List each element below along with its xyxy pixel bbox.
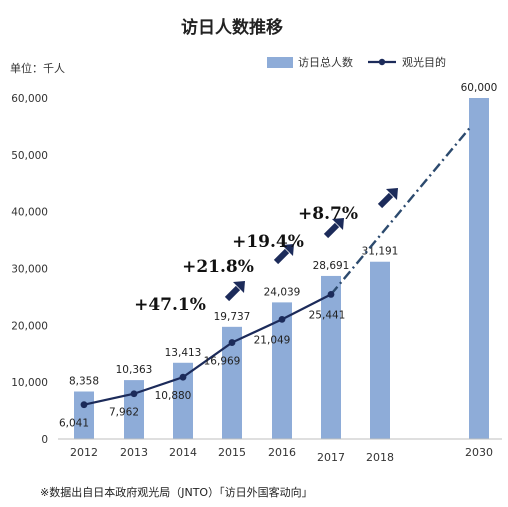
growth-arrow-head [386,188,398,200]
bar [222,326,242,439]
bar [173,362,193,439]
y-tick-label: 40,000 [11,207,48,219]
line-value-label: 21,049 [254,334,291,346]
x-tick-label: 2014 [169,446,197,459]
y-tick-label: 60,000 [11,93,48,105]
legend-label-line: 观光目的 [402,55,446,69]
bar-value-label: 8,358 [69,375,99,387]
bar-value-label: 19,737 [214,311,251,323]
line-value-label: 10,880 [155,390,192,402]
bar-value-label: 31,191 [362,246,399,258]
x-tick-label: 2030 [465,446,493,459]
bar-series: 8,358 10,363 13,413 19,737 24,039 28,691 31,19… [69,82,497,439]
growth-label: +8.7% [298,204,358,224]
y-tick-label: 20,000 [11,320,48,332]
unit-label: 单位：千人 [10,61,65,75]
bar [272,302,292,439]
line-value-label: 6,041 [59,418,89,430]
x-tick-label: 2017 [317,451,345,464]
legend-marker-line [378,58,386,66]
y-tick-label: 0 [41,434,48,446]
x-tick-label: 2013 [120,446,148,459]
x-tick-label: 2015 [218,446,246,459]
x-tick-label: 2018 [366,451,394,464]
y-tick-label: 30,000 [11,264,48,276]
legend-label-bar: 访日总人数 [298,55,353,69]
line-point [327,291,335,298]
growth-label: +21.8% [182,257,254,277]
bar [74,391,94,439]
growth-arrow [224,285,241,302]
bar-value-label: 13,413 [165,347,202,359]
growth-arrow-head [282,244,294,256]
x-axis-ticks: 2012 2013 2014 2015 2016 2017 2018 2030 [70,446,493,464]
bar [370,261,390,439]
growth-arrow [323,222,340,239]
bar-value-label: 60,000 [461,82,498,94]
series-line-observed [83,293,332,406]
line-point [80,401,88,409]
line-point [228,339,236,346]
line-value-label: 25,441 [309,309,346,321]
bar-value-label: 24,039 [264,286,301,298]
line-point [130,390,138,398]
y-tick-label: 50,000 [11,150,48,162]
growth-arrow-head [332,218,344,230]
growth-arrow-head [233,281,245,293]
line-value-label: 16,969 [204,356,241,368]
bar [321,275,341,439]
chart-title: 访日人数推移 [181,17,283,38]
bar [469,98,489,439]
series-line-projection [330,125,472,296]
line-point [179,373,187,381]
y-tick-label: 10,000 [11,377,48,389]
bar-value-label: 10,363 [116,364,153,376]
source-note: ※数据出自日本政府观光局（JNTO）「访日外国客动向」 [40,485,313,499]
growth-arrow [377,192,394,209]
y-axis-ticks: 0 10,000 20,000 30,000 40,000 50,000 60,000 [11,93,48,446]
line-point [278,315,286,323]
growth-arrow [273,248,290,265]
line-value-label: 7,962 [109,407,139,419]
growth-annotations: +47.1% +21.8% +19.4% +8.7% [134,188,398,315]
growth-label: +47.1% [134,295,206,315]
legend-swatch-bar [267,57,293,68]
legend: 访日总人数 观光目的 [267,55,446,69]
bar-value-label: 28,691 [313,260,350,272]
line-series: 6,041 7,962 10,880 16,969 21,049 25,441 [59,125,472,430]
growth-label: +19.4% [232,232,304,252]
x-tick-label: 2012 [70,446,98,459]
x-tick-label: 2016 [268,446,296,459]
